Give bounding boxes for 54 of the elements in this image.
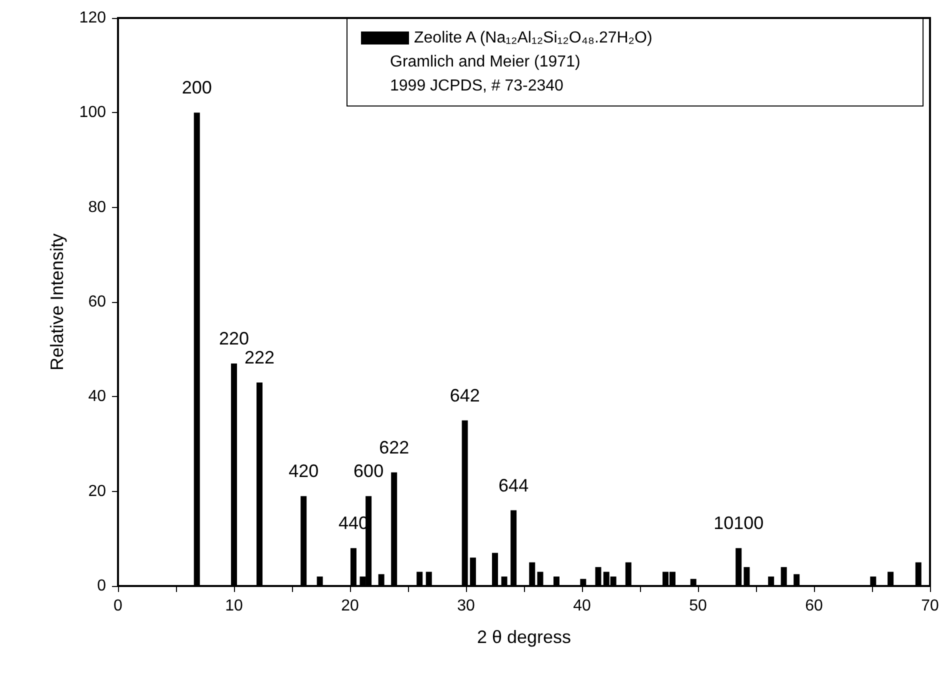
bar <box>378 574 384 586</box>
bar <box>768 576 774 586</box>
annotation: 420 <box>288 461 319 482</box>
bar <box>501 576 508 586</box>
bar <box>780 567 787 586</box>
bar <box>300 496 307 586</box>
bar <box>492 552 498 586</box>
annotation: 10100 <box>714 513 764 534</box>
y-tick-label: 20 <box>88 482 106 500</box>
bar <box>426 572 432 586</box>
legend-label: Zeolite A (Na₁₂Al₁₂Si₁₂O₄₈.27H₂O) <box>414 30 652 46</box>
x-tick-label: 40 <box>573 598 591 614</box>
y-tick-label: 0 <box>97 578 106 594</box>
x-tick-label: 20 <box>341 598 359 614</box>
bar <box>470 558 476 586</box>
bar <box>794 574 800 586</box>
x-axis-title: 2 θ degress <box>476 627 572 647</box>
bar <box>416 572 423 586</box>
x-tick-label: 10 <box>225 598 243 614</box>
y-tick-label: 80 <box>88 198 106 216</box>
x-tick-label: 30 <box>457 598 475 614</box>
bar <box>391 472 398 586</box>
bar <box>529 562 536 586</box>
annotation: 642 <box>450 385 480 406</box>
annotation: 220 <box>218 328 250 349</box>
y-tick-label: 60 <box>88 294 106 310</box>
bar <box>256 382 263 586</box>
x-tick-label: 0 <box>114 598 123 614</box>
annotation: 200 <box>182 78 212 98</box>
bar <box>316 576 323 586</box>
bar <box>510 510 517 586</box>
annotation: 1999 JCPDS, # 73-2340 <box>390 78 564 94</box>
x-tick-label: 70 <box>921 598 939 614</box>
bar <box>625 562 632 586</box>
annotation: 600 <box>354 461 384 482</box>
bar <box>915 562 922 586</box>
bar <box>194 112 200 586</box>
y-tick-label: 120 <box>79 10 106 26</box>
annotation: Gramlich and Meier (1971) <box>390 54 580 70</box>
annotation: 644 <box>498 475 529 496</box>
annotation: 622 <box>379 437 410 458</box>
y-tick-label: 100 <box>79 104 106 122</box>
bar <box>888 572 894 586</box>
x-tick-label: 60 <box>805 598 823 614</box>
bar <box>690 578 696 586</box>
bar <box>736 548 742 586</box>
bar <box>744 567 750 586</box>
annotation: 222 <box>244 347 275 368</box>
x-tick-label: 50 <box>689 598 707 614</box>
y-tick-label: 40 <box>88 388 106 406</box>
bar <box>537 572 544 586</box>
bar <box>595 567 602 586</box>
y-axis-title: Relative Intensity <box>47 233 67 371</box>
bar <box>553 576 560 586</box>
